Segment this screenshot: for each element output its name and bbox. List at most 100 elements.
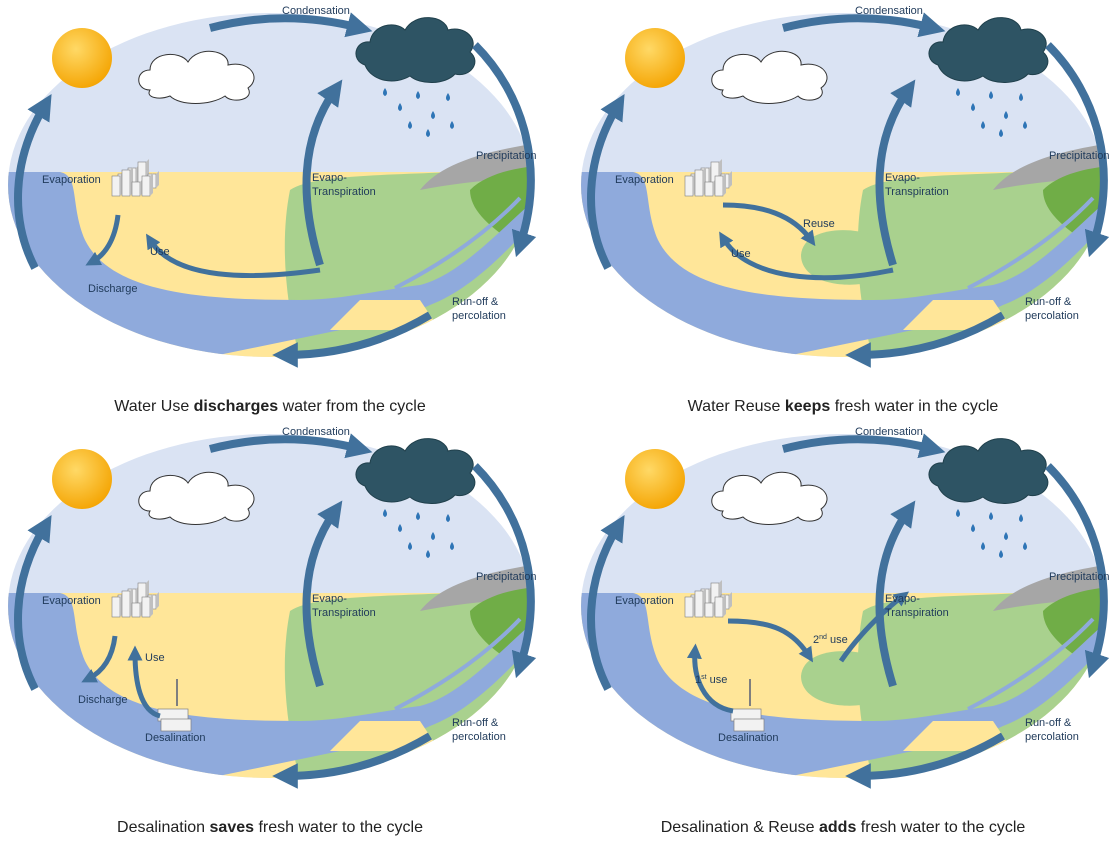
rain-drop <box>416 512 420 520</box>
sun <box>625 28 685 88</box>
rain-drop <box>431 532 435 540</box>
rain-drop <box>1019 93 1023 101</box>
label: Run-off & <box>452 296 499 308</box>
forest <box>1043 165 1105 270</box>
label: Desalination <box>718 732 779 744</box>
label: Precipitation <box>476 571 537 583</box>
label: 1st use <box>695 674 727 686</box>
caption: Desalination saves fresh water to the cy… <box>117 819 423 836</box>
rain-drop <box>1023 121 1027 129</box>
flow-arrow <box>722 202 816 247</box>
cycle-arrow <box>781 433 946 459</box>
label: Condensation <box>282 5 350 17</box>
label: Evaporation <box>615 174 674 186</box>
label-part: 2 <box>813 634 819 646</box>
rain-drop <box>999 550 1003 558</box>
label: Run-off & <box>1025 296 1072 308</box>
rain-drop <box>431 111 435 119</box>
caption-bold: saves <box>210 819 255 836</box>
label: Transpiration <box>312 186 376 198</box>
cloud <box>711 471 828 525</box>
caption-text: fresh water in the cycle <box>830 398 998 415</box>
rain-drop <box>1023 542 1027 550</box>
forest <box>1043 586 1105 691</box>
rain-drop <box>408 542 412 550</box>
rain-drop <box>383 88 387 96</box>
building <box>714 596 724 618</box>
caption-text: water from the cycle <box>278 398 426 415</box>
label: Evapo- <box>885 172 920 184</box>
label: Discharge <box>88 283 138 295</box>
rain-drop <box>426 550 430 558</box>
label: Evapo- <box>885 593 920 605</box>
label: Condensation <box>282 426 350 438</box>
rain-drop <box>956 88 960 96</box>
label-part: use <box>827 634 848 646</box>
label: Desalination <box>145 732 206 744</box>
flow-arrow <box>127 645 161 719</box>
building-side <box>729 171 732 188</box>
label: Reuse <box>803 218 835 230</box>
caption-text: Water Reuse <box>688 398 785 415</box>
flow-arrow <box>81 635 118 683</box>
cloud <box>711 50 828 104</box>
label: Precipitation <box>476 150 537 162</box>
caption-text: Desalination & Reuse <box>661 819 819 836</box>
desal-plant <box>160 718 192 732</box>
label: Use <box>150 246 170 258</box>
label-sup: nd <box>819 634 827 641</box>
flow-arrow <box>686 643 734 714</box>
label: Condensation <box>855 426 923 438</box>
caption-text: Water Use <box>114 398 193 415</box>
rain-drop <box>981 121 985 129</box>
flow-arrow <box>838 591 909 663</box>
label-part: use <box>707 674 728 686</box>
cycle-arrow <box>1045 463 1110 679</box>
building-side <box>723 173 726 196</box>
building-side <box>150 173 153 196</box>
building <box>111 596 121 618</box>
cloud <box>138 50 255 104</box>
sun <box>625 449 685 509</box>
cycle-arrow <box>781 12 946 38</box>
river <box>394 196 522 290</box>
label: Discharge <box>78 694 128 706</box>
label: Precipitation <box>1049 150 1110 162</box>
rain-drop <box>981 542 985 550</box>
flow-arrow <box>85 214 121 266</box>
building <box>694 169 704 197</box>
rain-drop <box>989 91 993 99</box>
building <box>131 602 141 618</box>
cycle-arrow <box>14 515 52 691</box>
cycle-arrow <box>472 42 537 258</box>
rain-drop <box>971 524 975 532</box>
cycle-arrow <box>302 79 343 267</box>
label: Run-off & <box>1025 717 1072 729</box>
building <box>694 590 704 618</box>
rain-drop <box>408 121 412 129</box>
label: Use <box>731 248 751 260</box>
cycle-arrow <box>845 732 1006 789</box>
building-side <box>150 594 153 617</box>
panel: Condensation Precipitation Evaporation Evap… <box>8 426 537 836</box>
caption: Desalination & Reuse adds fresh water to… <box>661 819 1026 836</box>
rain-drop <box>398 103 402 111</box>
label: Evapo- <box>312 172 347 184</box>
label: Evaporation <box>615 595 674 607</box>
reservoir <box>801 651 896 706</box>
caption-text: fresh water to the cycle <box>856 819 1025 836</box>
cycle-arrow <box>208 433 373 459</box>
rain-drop <box>446 93 450 101</box>
label: Evapo- <box>312 593 347 605</box>
building <box>121 169 131 197</box>
sun <box>52 449 112 509</box>
building <box>704 602 714 618</box>
cloud <box>138 471 255 525</box>
cycle-arrow <box>587 515 625 691</box>
caption-bold: adds <box>819 819 856 836</box>
building <box>111 175 121 197</box>
label: Condensation <box>855 5 923 17</box>
label: Evaporation <box>42 174 101 186</box>
panel: Condensation Precipitation Evaporation Evap… <box>581 426 1110 836</box>
building <box>141 596 151 618</box>
